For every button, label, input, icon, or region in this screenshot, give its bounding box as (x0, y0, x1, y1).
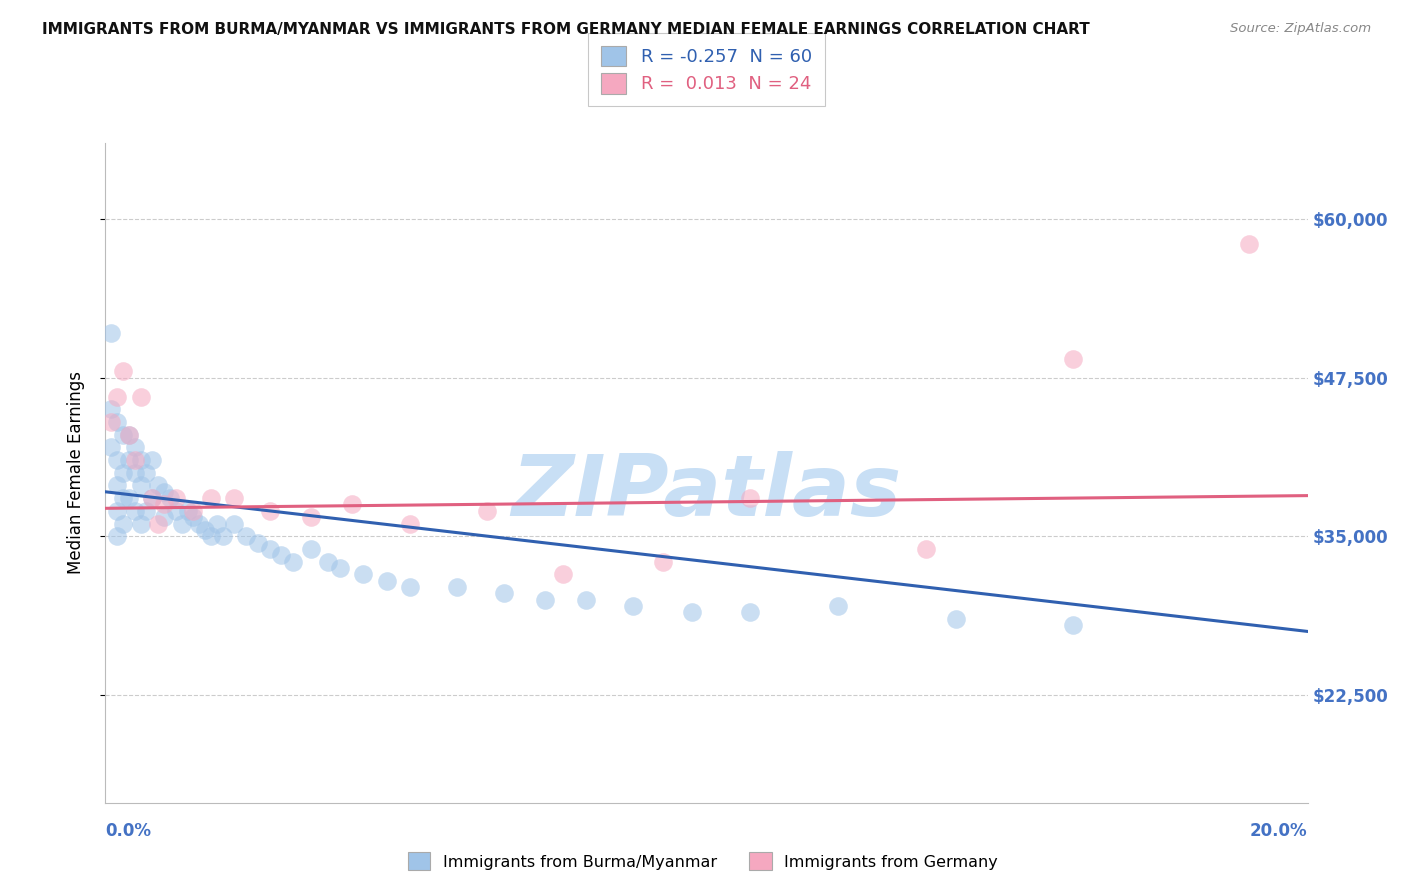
Point (148, 478, 170, 492)
Point (100, 402, 122, 417)
Point (105, 529, 128, 543)
Point (211, 529, 233, 543)
Point (112, 427, 135, 442)
Point (200, 529, 222, 543)
Point (118, 491, 141, 505)
Point (129, 478, 152, 492)
Point (165, 491, 187, 505)
Point (299, 510, 322, 524)
Point (329, 561, 352, 575)
Point (105, 453, 128, 467)
Point (124, 466, 146, 480)
Point (165, 504, 187, 518)
Legend: R = -0.257  N = 60, R =  0.013  N = 24: R = -0.257 N = 60, R = 0.013 N = 24 (589, 33, 824, 106)
Point (170, 516, 193, 531)
Point (299, 541, 322, 556)
Point (129, 516, 152, 531)
Point (141, 453, 163, 467)
Point (141, 491, 163, 505)
Point (200, 491, 222, 505)
Text: IMMIGRANTS FROM BURMA/MYANMAR VS IMMIGRANTS FROM GERMANY MEDIAN FEMALE EARNINGS : IMMIGRANTS FROM BURMA/MYANMAR VS IMMIGRA… (42, 22, 1090, 37)
Point (551, 567, 574, 582)
Point (224, 491, 246, 505)
Point (945, 612, 967, 626)
Point (534, 592, 557, 607)
Point (259, 504, 281, 518)
Point (375, 574, 398, 588)
Point (1062, 351, 1084, 366)
Point (475, 504, 498, 518)
Point (129, 390, 152, 404)
Point (112, 364, 135, 378)
Text: Source: ZipAtlas.com: Source: ZipAtlas.com (1230, 22, 1371, 36)
Point (651, 555, 673, 569)
Point (399, 516, 422, 531)
Point (118, 427, 141, 442)
Point (235, 529, 257, 543)
Point (188, 516, 211, 531)
Point (118, 427, 141, 442)
Text: ZIPatlas: ZIPatlas (512, 451, 901, 534)
Point (135, 504, 157, 518)
Point (340, 498, 363, 512)
Point (105, 390, 128, 404)
Legend: Immigrants from Burma/Myanmar, Immigrants from Germany: Immigrants from Burma/Myanmar, Immigrant… (402, 846, 1004, 877)
Point (124, 453, 146, 467)
Point (105, 478, 128, 492)
Point (621, 599, 644, 613)
Point (316, 555, 339, 569)
Point (183, 510, 205, 524)
Point (159, 491, 181, 505)
Point (129, 453, 152, 467)
Point (353, 567, 375, 582)
Point (124, 441, 146, 455)
Text: 0.0%: 0.0% (105, 822, 152, 840)
Point (105, 504, 128, 518)
Point (100, 326, 122, 340)
Point (494, 586, 516, 600)
Point (176, 504, 198, 518)
Point (112, 466, 135, 480)
Point (681, 606, 703, 620)
Point (135, 466, 157, 480)
Point (124, 504, 146, 518)
Point (205, 516, 228, 531)
Point (224, 516, 246, 531)
Point (112, 516, 135, 531)
Point (194, 523, 217, 537)
Point (183, 504, 205, 518)
Point (270, 548, 292, 563)
Point (740, 491, 762, 505)
Point (915, 541, 938, 556)
Point (153, 510, 176, 524)
Point (148, 516, 170, 531)
Point (1062, 618, 1084, 632)
Point (740, 606, 762, 620)
Point (100, 441, 122, 455)
Point (105, 415, 128, 429)
Point (281, 555, 304, 569)
Point (100, 415, 122, 429)
Point (141, 491, 163, 505)
Point (575, 592, 598, 607)
Point (112, 491, 135, 505)
Point (153, 498, 176, 512)
Point (246, 535, 269, 549)
Point (153, 484, 176, 499)
Y-axis label: Median Female Earnings: Median Female Earnings (66, 371, 84, 574)
Point (399, 580, 422, 594)
Point (1237, 237, 1260, 252)
Text: 20.0%: 20.0% (1250, 822, 1308, 840)
Point (259, 541, 281, 556)
Point (118, 453, 141, 467)
Point (827, 599, 849, 613)
Point (446, 580, 468, 594)
